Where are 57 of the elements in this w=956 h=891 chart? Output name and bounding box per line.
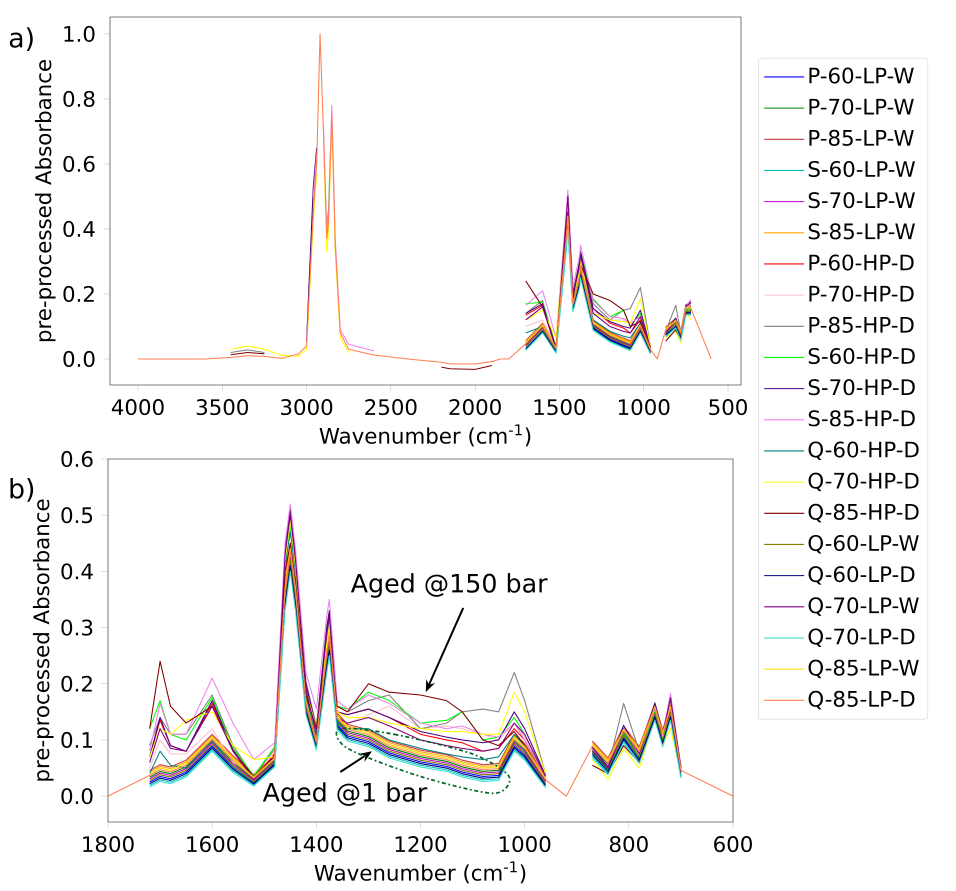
legend-label: S-85-HP-D <box>808 410 915 427</box>
x-tick-label: 2000 <box>450 399 501 416</box>
legend-label: Q-70-LP-D <box>808 628 914 648</box>
x-tick-label: 1800 <box>83 836 134 852</box>
legend-label: Q-70-LP-W <box>808 598 919 616</box>
y-tick-label: 0.1 <box>61 732 92 748</box>
y-tick-label: 0.4 <box>63 221 95 238</box>
legend-label: P-85-LP-W <box>809 130 914 146</box>
y-tick-label: 0.3 <box>61 620 92 636</box>
x-tick-label: 500 <box>709 399 747 416</box>
x-tick-label: 4000 <box>112 399 164 416</box>
x-tick-label: 3000 <box>281 399 332 416</box>
y-tick-label: 0.4 <box>61 564 93 580</box>
legend-label: P-85-HP-D <box>809 317 914 334</box>
x-tick-label: 1500 <box>534 399 586 416</box>
legend-label: P-70-HP-D <box>809 286 914 302</box>
legend-label: Q-85-LP-D <box>808 691 914 710</box>
y-tick-label: 0.6 <box>63 156 95 172</box>
x-tick-label: 1000 <box>500 836 550 852</box>
x-tick-label: 1600 <box>187 836 238 852</box>
x-axis-title: Wavenumber (cm$^{-1}$) <box>314 862 526 884</box>
legend-label: P-60-HP-D <box>809 254 914 271</box>
y-tick-label: 0.2 <box>61 676 92 692</box>
x-tick-label: 800 <box>610 836 648 852</box>
annotation: Aged @150 bar <box>350 573 548 598</box>
x-tick-label: 1000 <box>618 399 670 416</box>
text: b) <box>10 478 34 502</box>
legend-label: P-70-LP-W <box>809 98 914 115</box>
legend-label: S-70-LP-W <box>808 192 915 208</box>
legend-label: P-60-LP-W <box>809 68 914 84</box>
legend-label: Q-70-HP-D <box>808 472 919 492</box>
chart-title: a) <box>10 27 33 52</box>
y-axis-title: pre-processed Absorbance <box>32 500 54 781</box>
legend-label: Q-60-LP-W <box>808 535 919 554</box>
x-tick-label: 1200 <box>396 836 446 852</box>
x-tick-label: 600 <box>714 836 752 852</box>
y-tick-label: 0.8 <box>63 91 94 108</box>
y-tick-label: 0.0 <box>61 788 93 804</box>
y-tick-label: 0.6 <box>61 451 93 468</box>
legend-label: S-70-HP-D <box>808 379 915 396</box>
legend-label: S-60-HP-D <box>808 348 915 364</box>
x-tick-label: 3500 <box>196 399 248 416</box>
x-tick-label: 1400 <box>292 836 342 852</box>
annotation: Aged @1 bar <box>262 782 428 807</box>
y-tick-label: 0.5 <box>61 507 92 524</box>
x-axis-title: Wavenumber (cm$^{-1}$) <box>320 424 530 447</box>
legend-label: Q-60-HP-D <box>808 442 919 460</box>
y-tick-label: 1.0 <box>64 26 95 42</box>
legend-label: Q-85-LP-W <box>808 660 919 678</box>
legend-label: Q-60-LP-D <box>808 566 914 585</box>
y-tick-label: 0.0 <box>63 351 95 368</box>
legend-label: S-60-LP-W <box>808 161 915 178</box>
x-tick-label: 2500 <box>365 399 417 416</box>
legend-label: Q-85-HP-D <box>808 504 919 523</box>
y-tick-label: 0.2 <box>63 286 94 302</box>
y-axis-title: pre-processed Absorbance <box>34 60 56 342</box>
legend-label: S-85-LP-W <box>808 224 915 240</box>
